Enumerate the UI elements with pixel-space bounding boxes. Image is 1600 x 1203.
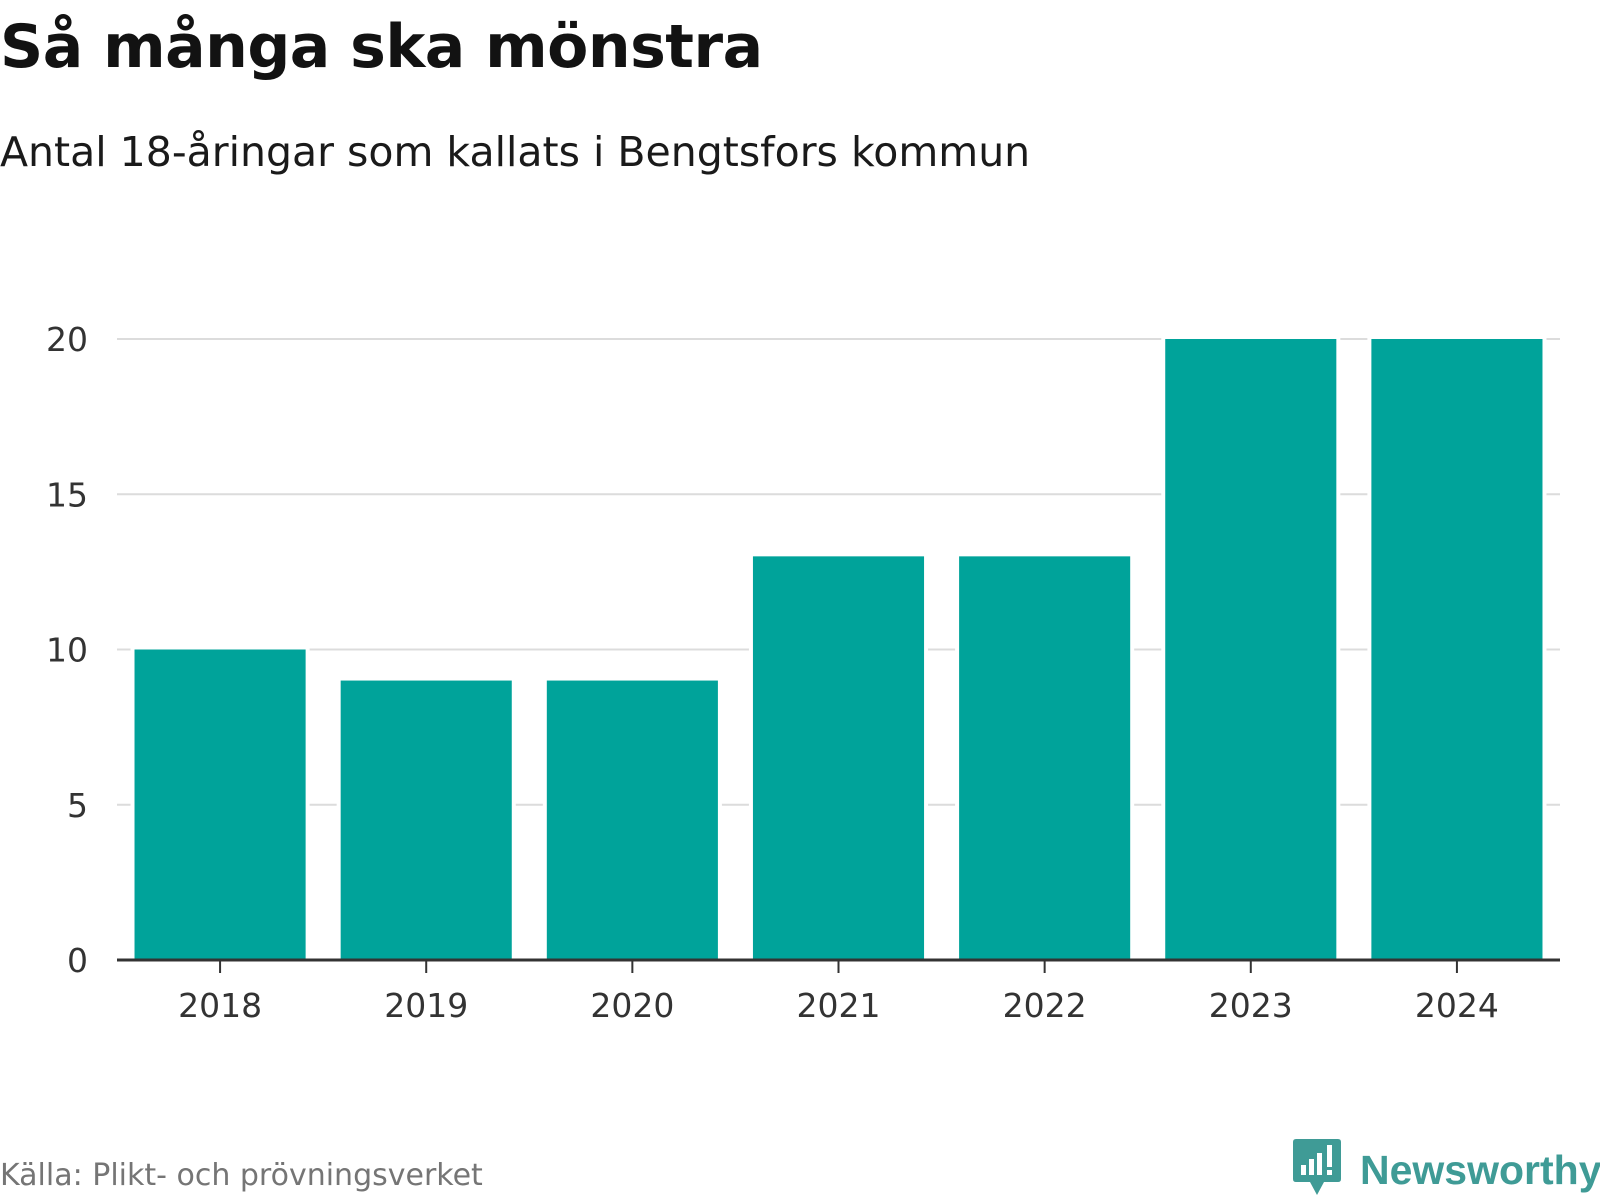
x-tick-label: 2024 <box>1415 986 1499 1025</box>
x-tick-label: 2018 <box>178 986 262 1025</box>
bar <box>546 680 718 960</box>
y-tick-label: 20 <box>46 320 88 359</box>
newsworthy-logo-icon <box>1292 1137 1342 1203</box>
x-tick-label: 2023 <box>1209 986 1293 1025</box>
chart-title: Så många ska mönstra <box>0 12 763 82</box>
chart-subtitle: Antal 18-åringar som kallats i Bengtsfor… <box>0 128 1031 176</box>
bar <box>340 680 512 960</box>
brand-logo: Newsworthy <box>1292 1137 1600 1203</box>
bar <box>134 649 306 960</box>
tick-labels: 0 5 10 15 20 2018 2019 2020 2021 2022 2023 2024 <box>46 320 1499 1025</box>
x-tick-label: 2022 <box>1003 986 1087 1025</box>
bar <box>752 556 925 960</box>
bar <box>1165 339 1337 960</box>
brand-name: Newsworthy <box>1360 1146 1600 1193</box>
y-tick-label: 15 <box>46 475 88 514</box>
y-tick-label: 0 <box>67 941 88 980</box>
x-tick-label: 2021 <box>797 986 881 1025</box>
axes <box>117 958 1560 973</box>
bar <box>1371 339 1543 960</box>
x-tick-label: 2020 <box>590 986 674 1025</box>
bar <box>959 556 1131 960</box>
bars <box>130 337 1547 960</box>
y-tick-label: 10 <box>46 631 88 670</box>
source-note: Källa: Plikt- och prövningsverket <box>0 1158 483 1193</box>
x-tick-label: 2019 <box>384 986 468 1025</box>
y-tick-label: 5 <box>67 786 88 825</box>
